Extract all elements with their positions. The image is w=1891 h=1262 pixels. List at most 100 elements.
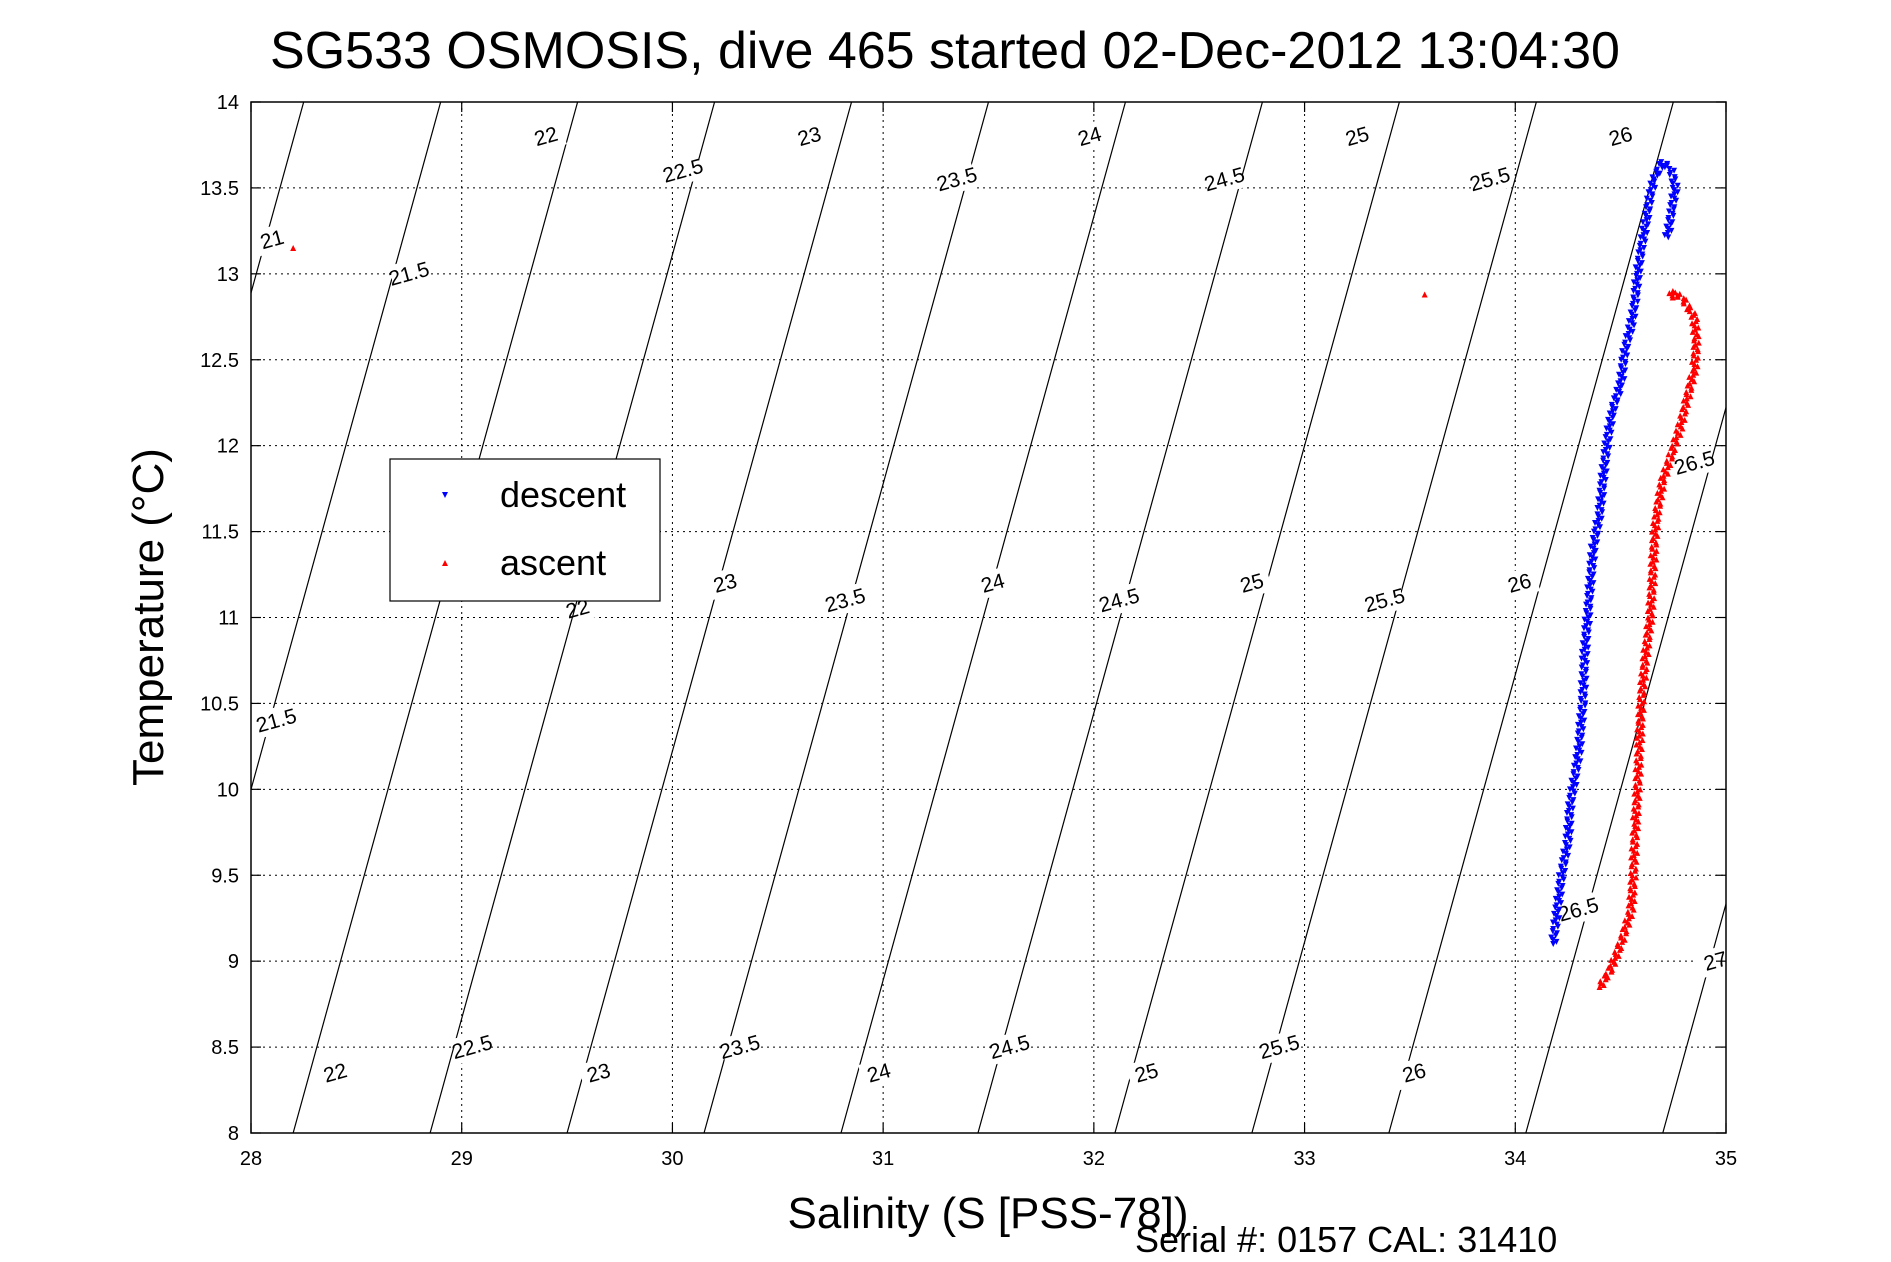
descent-point: [1592, 519, 1599, 526]
ascent-point: [1681, 416, 1688, 423]
ascent-point: [1640, 646, 1647, 653]
ascent-point: [1657, 500, 1664, 507]
descent-point: [1672, 176, 1679, 183]
contour-label-group: 24.5: [987, 1029, 1032, 1065]
descent-point: [1607, 436, 1614, 443]
descent-point: [1629, 315, 1636, 322]
ascent-point: [1641, 698, 1648, 705]
descent-point: [1553, 930, 1560, 937]
ascent-point: [1625, 915, 1632, 922]
ascent-point: [1633, 757, 1640, 764]
ascent-point: [1637, 685, 1644, 692]
descent-point: [1552, 895, 1559, 902]
y-tick-label: 8: [228, 1123, 239, 1145]
ascent-point: [1643, 666, 1650, 673]
ascent-point: [1640, 676, 1647, 683]
descent-point: [1653, 166, 1660, 173]
ascent-point: [1604, 974, 1611, 981]
descent-point: [1625, 318, 1632, 325]
ascent-point: [1652, 580, 1659, 587]
descent-point: [1568, 812, 1575, 819]
descent-point: [1556, 906, 1563, 913]
contour-label-bg: [1469, 162, 1511, 197]
ascent-point: [1646, 590, 1653, 597]
ascent-point: [1650, 519, 1657, 526]
descent-point: [1577, 680, 1584, 687]
contour-label-bg: [1203, 162, 1246, 197]
ascent-point: [1614, 940, 1621, 947]
contour-label-bg: [1068, 119, 1111, 154]
ascent-point: [1695, 339, 1702, 346]
ascent-point: [1652, 539, 1659, 546]
ascent-point: [1631, 898, 1638, 905]
descent-point: [1606, 423, 1613, 430]
descent-point: [1587, 582, 1594, 589]
descent-point: [1641, 210, 1648, 217]
contour-label-bg: [255, 703, 298, 738]
descent-point: [1644, 202, 1651, 209]
contour-label-bg: [1498, 565, 1541, 601]
contour-label-group: 24: [1068, 119, 1111, 154]
ascent-point: [1650, 554, 1657, 561]
contour-label-group: 25: [1231, 565, 1273, 601]
descent-point: [1583, 623, 1590, 630]
ascent-point: [1645, 614, 1652, 621]
ascent-point: [1637, 786, 1644, 793]
ascent-point: [1612, 954, 1619, 961]
contour-label-group: 25.5: [1467, 162, 1513, 197]
data-series: [290, 159, 1702, 990]
ascent-point: [1636, 732, 1643, 739]
ascent-point: [1646, 575, 1653, 582]
contour-label-bg: [988, 1029, 1031, 1065]
descent-point: [1570, 769, 1577, 776]
contour-label: 25.5: [1362, 584, 1408, 617]
y-tick-label: 11: [218, 608, 239, 630]
descent-point: [1622, 339, 1629, 346]
ascent-point: [1628, 845, 1635, 852]
descent-point: [1589, 535, 1596, 542]
contour-label: 23.5: [717, 1031, 763, 1064]
descent-point: [1630, 279, 1637, 286]
density-contours: 2121.521.522222222.522.523232323.523.523…: [251, 102, 1726, 1133]
ascent-point: [1631, 820, 1638, 827]
descent-point: [1570, 797, 1577, 804]
descent-point: [1639, 219, 1646, 226]
contour-label-bg: [936, 162, 978, 197]
descent-point: [1579, 640, 1586, 647]
descent-point: [1586, 567, 1593, 574]
ascent-point: [1638, 704, 1645, 711]
descent-point: [1579, 686, 1586, 693]
contour-label-group: 25.5: [1257, 1029, 1302, 1065]
ascent-point: [1652, 504, 1659, 511]
descent-point: [1581, 631, 1588, 638]
descent-point: [1666, 172, 1673, 179]
ascent-point: [1626, 893, 1633, 900]
descent-point: [1581, 709, 1588, 716]
descent-point: [1633, 281, 1640, 288]
descent-point: [1582, 700, 1589, 707]
contour-label-bg: [1231, 565, 1273, 601]
ascent-point: [1656, 481, 1663, 488]
descent-point: [1581, 691, 1588, 698]
descent-point: [1584, 590, 1591, 597]
descent-point: [1564, 801, 1571, 808]
descent-point: [1600, 470, 1607, 477]
ascent-point: [1689, 376, 1696, 383]
legend: descent ascent: [389, 458, 661, 602]
ascent-point: [1421, 291, 1428, 298]
ascent-point: [1611, 948, 1618, 955]
ascent-point: [1643, 657, 1650, 664]
ascent-point: [1658, 487, 1665, 494]
ascent-point: [1628, 854, 1635, 861]
descent-point: [1591, 541, 1598, 548]
ascent-point: [1628, 900, 1635, 907]
ascent-point: [1632, 766, 1639, 773]
serial-footer: Serial #: 0157 CAL: 31410: [1135, 1219, 1557, 1260]
descent-point: [1647, 187, 1654, 194]
descent-point: [1664, 230, 1671, 237]
descent-point: [1647, 206, 1654, 213]
ascent-point: [1660, 472, 1667, 479]
ascent-point: [1632, 797, 1639, 804]
ascent-point: [1665, 451, 1672, 458]
ascent-point: [1683, 388, 1690, 395]
